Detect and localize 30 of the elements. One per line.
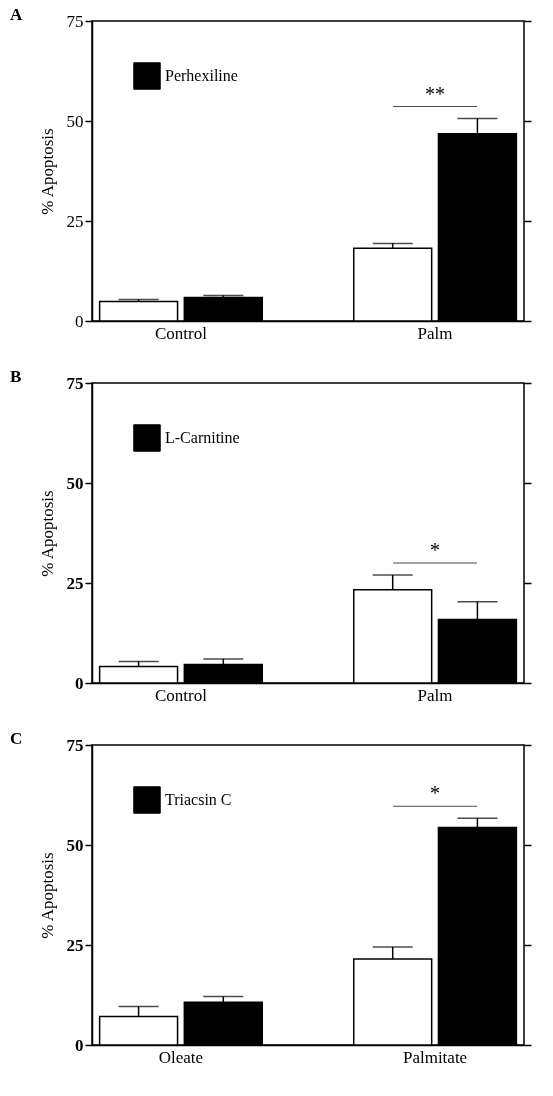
y-tick-label: 75 (66, 11, 84, 31)
x-tick-label: Palm (417, 323, 453, 343)
y-tick-label: 25 (66, 573, 84, 593)
legend-label: Perhexiline (165, 67, 238, 84)
x-tick-label: Control (154, 685, 208, 705)
x-tick-label: Palmitate (402, 1047, 468, 1067)
y-axis-title: % Apoptosis (37, 490, 57, 577)
chart-title: C (10, 729, 23, 748)
y-tick-label: 0 (75, 1035, 84, 1055)
y-tick-label: 75 (66, 735, 84, 755)
legend-label: Triacsin C (165, 791, 232, 808)
y-tick-label: 50 (66, 111, 84, 131)
y-axis-title: % Apoptosis (37, 128, 57, 215)
y-tick-label: 0 (75, 311, 84, 331)
y-tick-label: 25 (66, 211, 84, 231)
y-axis-title: % Apoptosis (37, 852, 57, 939)
y-tick-label: 0 (75, 673, 84, 693)
x-tick-label: Oleate (158, 1047, 204, 1067)
x-tick-label: Palm (417, 685, 453, 705)
y-tick-label: 25 (66, 935, 84, 955)
y-tick-label: 50 (66, 473, 84, 493)
legend-label: L-Carnitine (165, 429, 240, 446)
annotation: ** (425, 82, 446, 105)
annotation: * (430, 782, 441, 805)
y-tick-label: 75 (66, 373, 84, 393)
chart-title: A (10, 5, 23, 24)
x-tick-label: Control (154, 323, 208, 343)
chart-title: B (10, 367, 22, 386)
y-tick-label: 50 (66, 835, 84, 855)
annotation: * (430, 539, 441, 561)
